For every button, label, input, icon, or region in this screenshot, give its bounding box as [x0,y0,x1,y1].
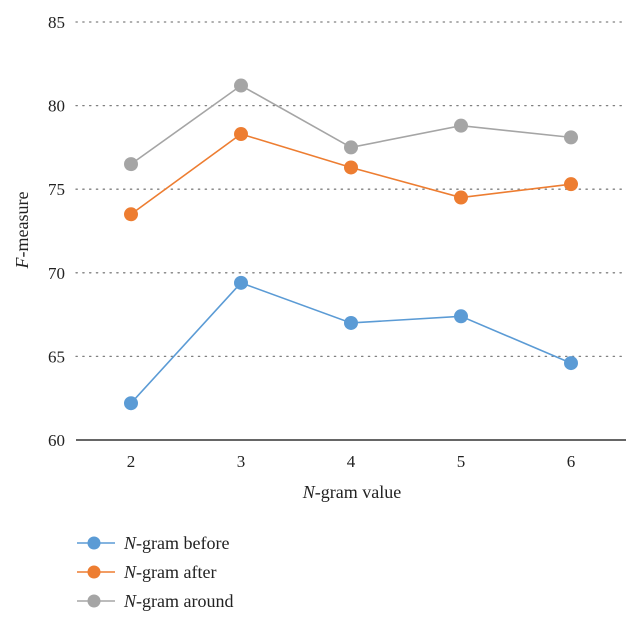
legend-item: N-gram around [77,591,233,611]
x-axis-title: N-gram value [302,482,401,502]
x-tick-label: 6 [567,452,576,471]
y-tick-label: 65 [48,347,65,366]
x-tick-label: 3 [237,452,246,471]
series-lines [124,78,578,411]
data-point [124,157,138,172]
data-point [344,140,358,155]
x-tick-label: 4 [347,452,356,471]
legend-label-rest: -gram after [136,562,216,582]
y-tick-label: 70 [48,264,65,283]
legend-label-italic: N [123,533,137,553]
y-tick-label: 75 [48,180,65,199]
series-line-0 [130,281,572,404]
legend-label-italic: N [123,591,137,611]
data-point [124,207,138,222]
legend-label-rest: -gram before [136,533,229,553]
x-tick-label: 2 [127,452,136,471]
legend-item: N-gram before [77,533,229,553]
data-point [234,127,248,142]
y-axis-title: F-measure [12,192,32,270]
y-axis-title-rest: -measure [12,192,32,258]
data-point [564,177,578,192]
legend-label: N-gram before [123,533,229,553]
y-tick-label: 60 [48,431,65,450]
data-point [234,275,248,290]
legend-label-rest: -gram around [136,591,233,611]
legend-item: N-gram after [77,562,216,582]
data-point [454,118,468,133]
y-axis-title-italic: F [12,256,32,269]
legend-label-italic: N [123,562,137,582]
y-tick-label: 85 [48,13,65,32]
x-axis-title-rest: -gram value [315,482,401,502]
data-point [454,190,468,205]
x-axis-title-italic: N [302,482,316,502]
data-point [234,78,248,93]
data-point [124,396,138,411]
y-tick-label: 80 [48,97,65,116]
grid-lines [75,21,627,358]
data-point [564,356,578,371]
data-point [344,160,358,175]
legend-marker [87,536,101,550]
data-point [344,315,358,330]
legend-label: N-gram after [123,562,216,582]
data-point [454,309,468,324]
legend-marker [87,565,101,579]
data-point [564,130,578,145]
legend-marker [87,594,101,608]
x-tick-label: 5 [457,452,466,471]
axes: 60 65 70 75 80 85 2 3 4 5 6 [48,13,626,471]
legend-label: N-gram around [123,591,233,611]
